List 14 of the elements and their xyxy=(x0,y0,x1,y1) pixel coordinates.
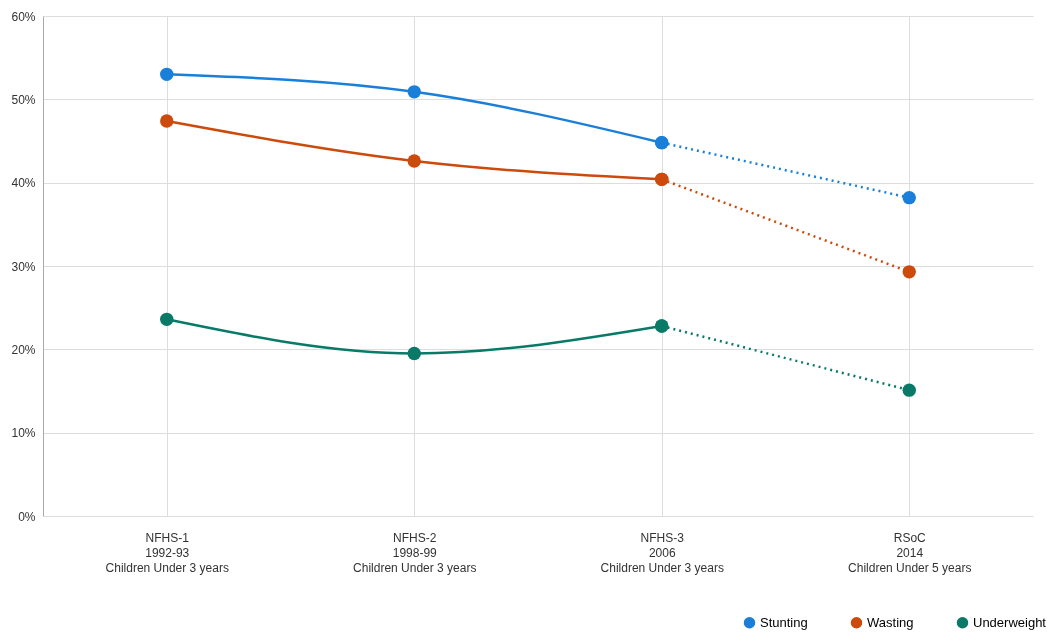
y-tick-label: 0% xyxy=(18,509,36,524)
x-tick-label: NFHS-3 2006 Children Under 3 years xyxy=(600,530,724,575)
x-tick-label: NFHS-1 1992-93 Children Under 3 years xyxy=(105,530,229,575)
x-tick-label: NFHS-2 1998-99 Children Under 3 years xyxy=(353,530,477,575)
x-tick-label: RSoC 2014 Children Under 5 years xyxy=(848,530,972,575)
y-tick-label: 40% xyxy=(11,176,36,191)
legend-label: Wasting xyxy=(867,614,914,630)
legend-label: Stunting xyxy=(760,614,808,630)
y-tick-label: 10% xyxy=(11,426,36,441)
y-tick-label: 50% xyxy=(11,92,36,107)
y-tick-label: 30% xyxy=(11,259,36,274)
y-tick-label: 20% xyxy=(11,342,36,357)
y-tick-label: 60% xyxy=(11,9,36,24)
legend-label: Underweight xyxy=(973,614,1047,630)
